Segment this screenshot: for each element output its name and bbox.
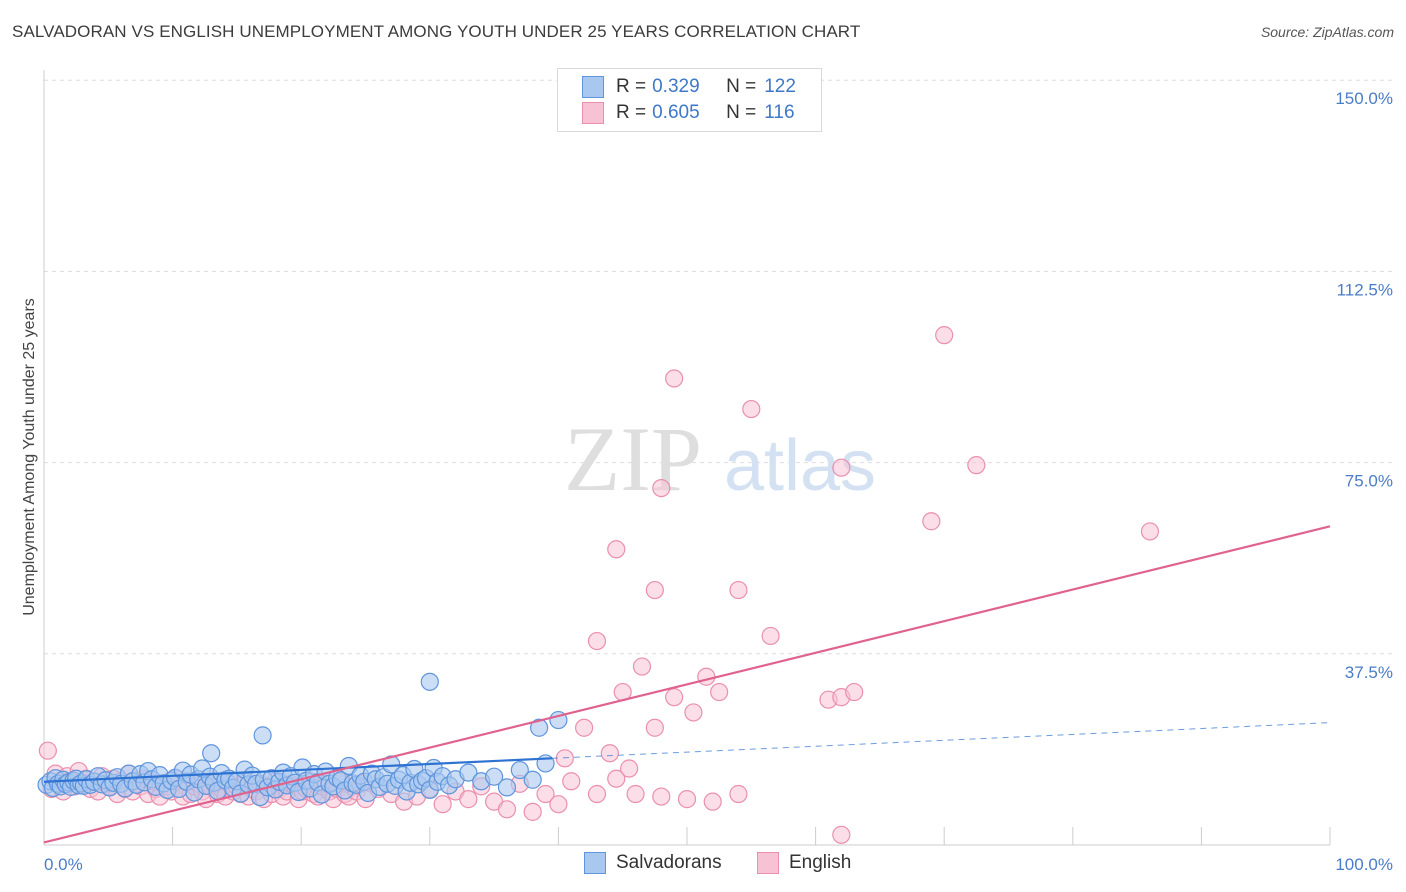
legend-item-salvadorans[interactable]: Salvadorans bbox=[584, 852, 722, 874]
legend-row-english: R = 0.605 N = 116 bbox=[582, 101, 795, 125]
english-point bbox=[665, 688, 684, 707]
salvadoran-point bbox=[202, 744, 221, 763]
english-point bbox=[652, 787, 671, 806]
salvadoran-point bbox=[523, 770, 542, 789]
english-point bbox=[1140, 522, 1160, 541]
salvadoran-point bbox=[530, 718, 549, 737]
salvadoran-point bbox=[420, 672, 439, 691]
english-point bbox=[38, 741, 57, 760]
salvadoran-point bbox=[253, 726, 272, 745]
english-point bbox=[967, 456, 986, 475]
english-point bbox=[607, 769, 626, 788]
english-point bbox=[433, 795, 452, 814]
y-axis-label: Unemployment Among Youth under 25 years bbox=[21, 298, 38, 616]
n-label: N = bbox=[726, 102, 757, 123]
n-value: 116 bbox=[764, 102, 795, 123]
english-point bbox=[729, 784, 748, 804]
english-point bbox=[459, 790, 478, 809]
english-point bbox=[697, 667, 716, 686]
english-point bbox=[684, 703, 703, 722]
english-point bbox=[832, 825, 851, 844]
legend-row-salvadorans: R = 0.329 N = 122 bbox=[582, 75, 796, 99]
english-point bbox=[729, 580, 748, 600]
english-point bbox=[665, 369, 684, 388]
r-label: R = bbox=[616, 102, 647, 123]
english-point bbox=[710, 682, 729, 702]
english-point bbox=[536, 784, 555, 804]
trend-lines bbox=[43, 525, 1331, 844]
salvadoran-point bbox=[459, 763, 478, 782]
english-point bbox=[761, 626, 780, 646]
y-tick-label: 150.0% bbox=[1335, 89, 1393, 108]
english-point bbox=[626, 784, 645, 804]
legend-item-english[interactable]: English bbox=[757, 852, 851, 874]
english-point bbox=[607, 540, 626, 559]
english-point bbox=[523, 802, 542, 821]
axes bbox=[43, 70, 1331, 846]
r-label: R = bbox=[616, 76, 647, 97]
english-legend-label: English bbox=[789, 852, 852, 873]
english-point bbox=[632, 657, 652, 676]
english-point bbox=[742, 399, 761, 419]
english-point bbox=[652, 478, 671, 498]
series-legend: Salvadorans English bbox=[0, 852, 1406, 876]
y-tick-label: 37.5% bbox=[1345, 663, 1393, 682]
english-point bbox=[600, 744, 619, 763]
n-value: 122 bbox=[764, 76, 796, 97]
english-point bbox=[922, 512, 941, 531]
english-swatch bbox=[582, 102, 604, 124]
salvadorans-legend-swatch bbox=[584, 852, 606, 874]
source-note: Source: ZipAtlas.com bbox=[1260, 24, 1394, 40]
r-value: 0.329 bbox=[652, 76, 700, 97]
x-tick-labels: 0.0% 100.0% bbox=[44, 855, 1393, 874]
y-tick-label: 75.0% bbox=[1345, 472, 1393, 491]
x-tick-label: 100.0% bbox=[1335, 855, 1393, 874]
y-tick-labels: 37.5% 75.0% 112.5% 150.0% bbox=[1335, 89, 1393, 682]
y-tick-label: 112.5% bbox=[1337, 280, 1393, 299]
watermark-atlas: atlas bbox=[724, 426, 876, 506]
correlation-legend: R = 0.329 N = 122 R = 0.605 N = 116 bbox=[557, 68, 822, 132]
grid-lines bbox=[44, 79, 1395, 655]
english-point bbox=[575, 718, 594, 737]
salvadoran-point bbox=[510, 760, 529, 780]
salvadorans-legend-label: Salvadorans bbox=[616, 852, 722, 873]
salvadoran-trend-line bbox=[43, 757, 553, 783]
english-point bbox=[555, 749, 574, 768]
salvadoran-point bbox=[485, 767, 504, 786]
n-label: N = bbox=[726, 76, 757, 97]
english-point bbox=[703, 792, 722, 811]
english-point bbox=[587, 631, 607, 651]
r-value: 0.605 bbox=[652, 102, 700, 123]
salvadoran-points bbox=[37, 672, 568, 807]
english-point bbox=[645, 718, 664, 737]
english-point bbox=[677, 790, 697, 809]
english-point bbox=[497, 800, 517, 819]
x-tick-label: 0.0% bbox=[44, 855, 83, 874]
english-point bbox=[935, 326, 954, 345]
salvadorans-swatch bbox=[582, 76, 604, 98]
chart-title: SALVADORAN VS ENGLISH UNEMPLOYMENT AMONG… bbox=[12, 22, 861, 41]
english-point bbox=[645, 580, 664, 600]
english-point bbox=[549, 795, 568, 814]
english-point bbox=[587, 784, 607, 804]
english-legend-swatch bbox=[757, 852, 779, 874]
english-point bbox=[845, 682, 864, 702]
english-trend-line bbox=[43, 525, 1331, 844]
salvadoran-point bbox=[497, 778, 517, 797]
english-point bbox=[832, 458, 851, 477]
watermark-zip: ZIP bbox=[564, 408, 702, 510]
salvadoran-trend-extension bbox=[551, 722, 1331, 759]
english-point bbox=[620, 759, 639, 778]
english-point bbox=[562, 772, 581, 791]
